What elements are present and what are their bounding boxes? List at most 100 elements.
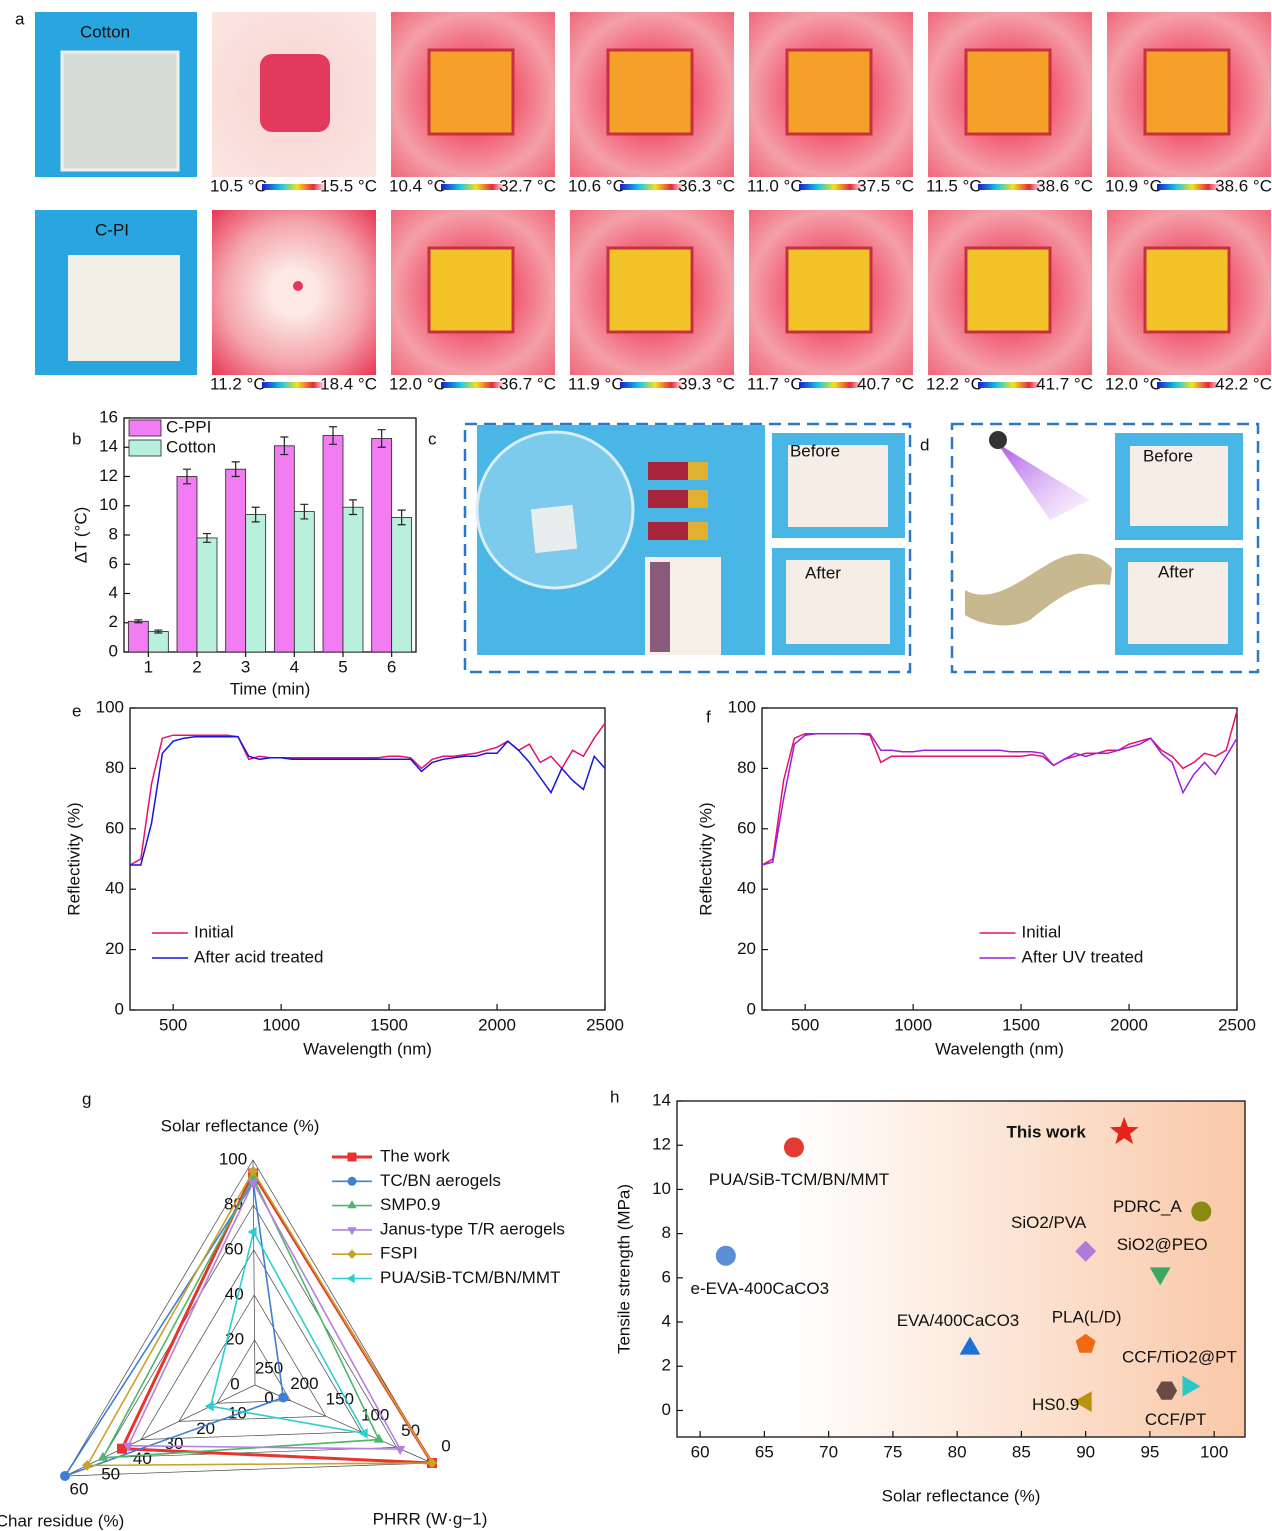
y-tick-label: 10 xyxy=(652,1179,671,1198)
y-axis-label: Tensile strength (MPa) xyxy=(614,1184,633,1354)
sample-label: C-PI xyxy=(95,220,129,239)
lamp xyxy=(989,431,1007,449)
y-tick-label: 60 xyxy=(105,818,124,837)
fabric xyxy=(965,554,1112,626)
cotton-fabric xyxy=(62,52,178,170)
grid-ring xyxy=(141,1250,361,1440)
scale-min: 12.2 °C xyxy=(926,374,983,393)
sample-label: Cotton xyxy=(80,22,130,41)
legend-swatch xyxy=(129,440,161,456)
hot-spot xyxy=(293,281,303,291)
scale-min: 10.6 °C xyxy=(568,176,625,195)
panel-label: d xyxy=(920,435,929,454)
point-label: PDRC_A xyxy=(1113,1197,1183,1216)
sample-area xyxy=(966,50,1050,134)
scale-max: 32.7 °C xyxy=(499,176,556,195)
x-tick-label: 2500 xyxy=(1218,1015,1256,1034)
point-label: CCF/PT xyxy=(1145,1410,1206,1429)
x-tick-label: 3 xyxy=(241,657,250,676)
legend-label: FSPI xyxy=(380,1244,418,1263)
x-tick-label: 60 xyxy=(691,1442,710,1461)
before-label: Before xyxy=(1143,446,1193,465)
marker xyxy=(347,1250,356,1259)
marker xyxy=(347,1200,356,1208)
y-tick-label: 0 xyxy=(115,999,124,1018)
scale-max: 39.3 °C xyxy=(678,374,735,393)
x-tick-label: 4 xyxy=(290,657,299,676)
colorbar xyxy=(620,382,684,388)
grid-ring xyxy=(103,1205,397,1458)
y-tick-label: 100 xyxy=(728,697,756,716)
x-axis-label: Wavelength (nm) xyxy=(303,1039,432,1058)
scale-max: 38.6 °C xyxy=(1215,176,1272,195)
thermal-image xyxy=(212,210,376,375)
scale-min: 11.9 °C xyxy=(568,374,624,393)
bar xyxy=(246,515,266,652)
bar xyxy=(148,632,168,652)
colorbar xyxy=(978,184,1042,190)
panel-label: h xyxy=(610,1087,619,1106)
x-axis-label: Solar reflectance (%) xyxy=(882,1486,1041,1505)
point-label: e-EVA-400CaCO3 xyxy=(691,1279,830,1298)
point-label: CCF/TiO2@PT xyxy=(1122,1348,1237,1367)
x-tick-label: 1000 xyxy=(894,1015,932,1034)
bar xyxy=(323,436,343,652)
x-tick-label: 1000 xyxy=(262,1015,300,1034)
colorbar xyxy=(262,382,326,388)
x-tick-label: 2 xyxy=(192,657,201,676)
y-tick-label: 10 xyxy=(99,495,118,514)
x-tick-label: 80 xyxy=(948,1442,967,1461)
bar xyxy=(274,446,294,652)
marker xyxy=(1191,1202,1211,1222)
radar-tick-label: 60 xyxy=(70,1479,89,1498)
panel-label: g xyxy=(82,1089,91,1108)
scale-min: 12.0 °C xyxy=(389,374,446,393)
y-tick-label: 4 xyxy=(109,583,118,602)
sample-area xyxy=(429,248,513,332)
sample-area xyxy=(966,248,1050,332)
colorbar xyxy=(799,382,863,388)
legend-label: PUA/SiB-TCM/BN/MMT xyxy=(380,1268,560,1287)
x-tick-label: 5 xyxy=(338,657,347,676)
radar-tick-label: 0 xyxy=(441,1436,450,1455)
point-label: SiO2@PEO xyxy=(1117,1235,1208,1254)
colorbar xyxy=(1157,184,1221,190)
point-label: This work xyxy=(1007,1122,1087,1141)
bar xyxy=(372,438,392,652)
legend-label: Cotton xyxy=(166,437,216,456)
y-tick-label: 20 xyxy=(737,939,756,958)
scale-min: 11.7 °C xyxy=(747,374,803,393)
panel-label: e xyxy=(72,701,81,720)
x-tick-label: 95 xyxy=(1140,1442,1159,1461)
legend-label: Initial xyxy=(194,922,234,941)
colorbar xyxy=(799,184,863,190)
y-tick-label: 60 xyxy=(737,818,756,837)
colorbar xyxy=(978,382,1042,388)
marker xyxy=(347,1227,356,1235)
marker xyxy=(60,1471,70,1481)
radar-series xyxy=(128,1183,400,1450)
ph-strip xyxy=(688,462,708,480)
x-tick-label: 1500 xyxy=(1002,1015,1040,1034)
y-tick-label: 16 xyxy=(99,407,118,426)
panel-d: Before After xyxy=(952,424,1258,672)
sample-area xyxy=(1145,50,1229,134)
y-tick-label: 0 xyxy=(747,999,756,1018)
x-tick-label: 90 xyxy=(1076,1442,1095,1461)
y-tick-label: 40 xyxy=(737,879,756,898)
legend-label: SMP0.9 xyxy=(380,1195,440,1214)
scale-min: 12.0 °C xyxy=(1105,374,1162,393)
marker xyxy=(347,1274,355,1283)
y-tick-label: 8 xyxy=(109,524,118,543)
cpi-film xyxy=(68,255,180,361)
legend-label: Janus-type T/R aerogels xyxy=(380,1219,565,1238)
marker xyxy=(205,1401,214,1411)
marker xyxy=(784,1137,804,1157)
x-tick-label: 2500 xyxy=(586,1015,624,1034)
y-tick-label: 40 xyxy=(105,879,124,898)
scale-max: 15.5 °C xyxy=(320,176,377,195)
before-label: Before xyxy=(790,441,840,460)
scale-min: 11.2 °C xyxy=(210,374,266,393)
scale-max: 42.2 °C xyxy=(1215,374,1272,393)
colorbar xyxy=(620,184,684,190)
